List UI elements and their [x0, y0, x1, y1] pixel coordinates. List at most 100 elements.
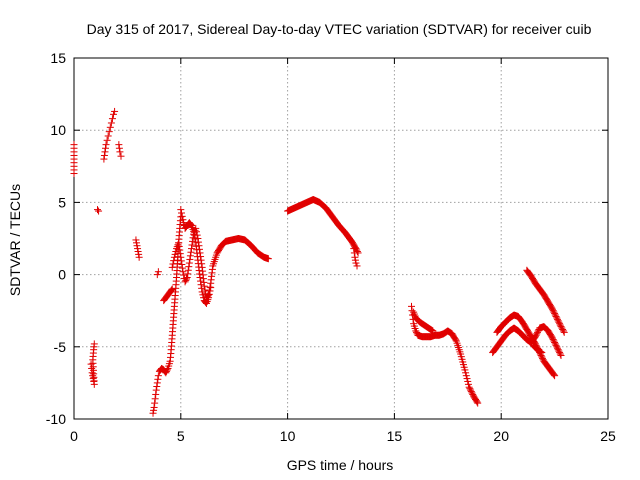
data-point: [106, 123, 114, 131]
data-point: [152, 390, 160, 398]
data-point: [178, 209, 186, 217]
data-point: [135, 253, 143, 261]
data-point: [551, 310, 559, 318]
data-point: [552, 312, 560, 320]
data-point: [197, 281, 205, 289]
data-point: [175, 242, 183, 250]
data-point: [467, 386, 475, 394]
data-point: [350, 249, 358, 257]
data-point: [187, 248, 195, 256]
data-point: [150, 406, 158, 414]
data-point: [553, 344, 561, 352]
data-point: [181, 278, 189, 286]
data-point: [556, 320, 564, 328]
data-point: [182, 275, 190, 283]
data-point: [179, 216, 187, 224]
data-point: [559, 327, 567, 335]
data-point: [190, 231, 198, 239]
x-tick-label: 20: [493, 428, 509, 444]
data-point: [190, 227, 198, 235]
data-point: [197, 277, 205, 285]
data-point: [135, 250, 143, 258]
data-point: [115, 141, 123, 149]
data-point: [163, 366, 171, 374]
data-point: [169, 260, 177, 268]
y-axis-label: SDTVAR / TECUs: [7, 184, 23, 296]
data-point: [550, 337, 558, 345]
data-point: [154, 372, 162, 380]
data-point: [463, 375, 471, 383]
data-point: [100, 155, 108, 163]
data-point: [176, 250, 184, 258]
data-point: [185, 259, 193, 267]
data-point: [464, 377, 472, 385]
data-point: [555, 318, 563, 326]
data-point: [538, 349, 546, 357]
data-point: [466, 385, 474, 393]
plot-frame: [73, 57, 609, 420]
y-tick-label: 10: [50, 122, 66, 138]
data-point: [134, 247, 142, 255]
data-point: [184, 266, 192, 274]
data-point: [559, 325, 567, 333]
data-point: [462, 369, 470, 377]
y-tick-label: -5: [54, 339, 67, 355]
data-point: [407, 302, 415, 310]
data-point: [557, 351, 565, 359]
data-point: [163, 367, 171, 375]
data-point: [551, 372, 559, 380]
data-point: [153, 271, 161, 279]
chart-title: Day 315 of 2017, Sidereal Day-to-day VTE…: [87, 21, 592, 37]
data-point: [452, 336, 460, 344]
data-point: [468, 389, 476, 397]
data-point: [150, 403, 158, 411]
data-point: [162, 369, 170, 377]
data-point: [108, 115, 116, 123]
data-point: [182, 276, 190, 284]
data-point: [198, 288, 206, 296]
data-point: [196, 273, 204, 281]
y-tick-label: 15: [50, 50, 66, 66]
x-axis-label: GPS time / hours: [287, 457, 394, 473]
data-point: [550, 371, 558, 379]
data-point: [107, 119, 115, 127]
data-point: [152, 386, 160, 394]
data-point: [198, 284, 206, 292]
data-point: [101, 148, 109, 156]
x-tick-label: 15: [387, 428, 403, 444]
data-point: [188, 241, 196, 249]
data-point: [205, 294, 213, 302]
data-point: [187, 221, 195, 229]
data-point: [171, 250, 179, 258]
x-tick-label: 0: [70, 428, 78, 444]
data-point: [552, 341, 560, 349]
data-point: [553, 343, 561, 351]
data-point: [548, 305, 556, 313]
data-point: [464, 380, 472, 388]
data-point: [467, 388, 475, 396]
data-point: [134, 245, 142, 253]
data-point: [205, 290, 213, 298]
y-tick-label: 5: [58, 194, 66, 210]
data-point: [551, 311, 559, 319]
data-point: [133, 242, 141, 250]
data-point: [474, 399, 482, 407]
data-point: [462, 372, 470, 380]
data-point: [132, 236, 140, 244]
data-points: [70, 107, 568, 417]
data-point: [151, 399, 159, 407]
data-point: [95, 207, 103, 215]
data-point: [177, 206, 185, 214]
data-point: [90, 340, 98, 348]
data-point: [184, 270, 192, 278]
data-point: [556, 349, 564, 357]
data-point: [187, 245, 195, 253]
data-point: [549, 307, 557, 315]
data-point: [429, 327, 437, 335]
data-point: [538, 354, 546, 362]
data-point: [533, 330, 541, 338]
axis-ticks: 0 5 10 15 20 25 15 10 5 0 -5 -10: [46, 50, 616, 444]
data-point: [168, 263, 176, 271]
data-point: [551, 338, 559, 346]
data-point: [151, 395, 159, 403]
